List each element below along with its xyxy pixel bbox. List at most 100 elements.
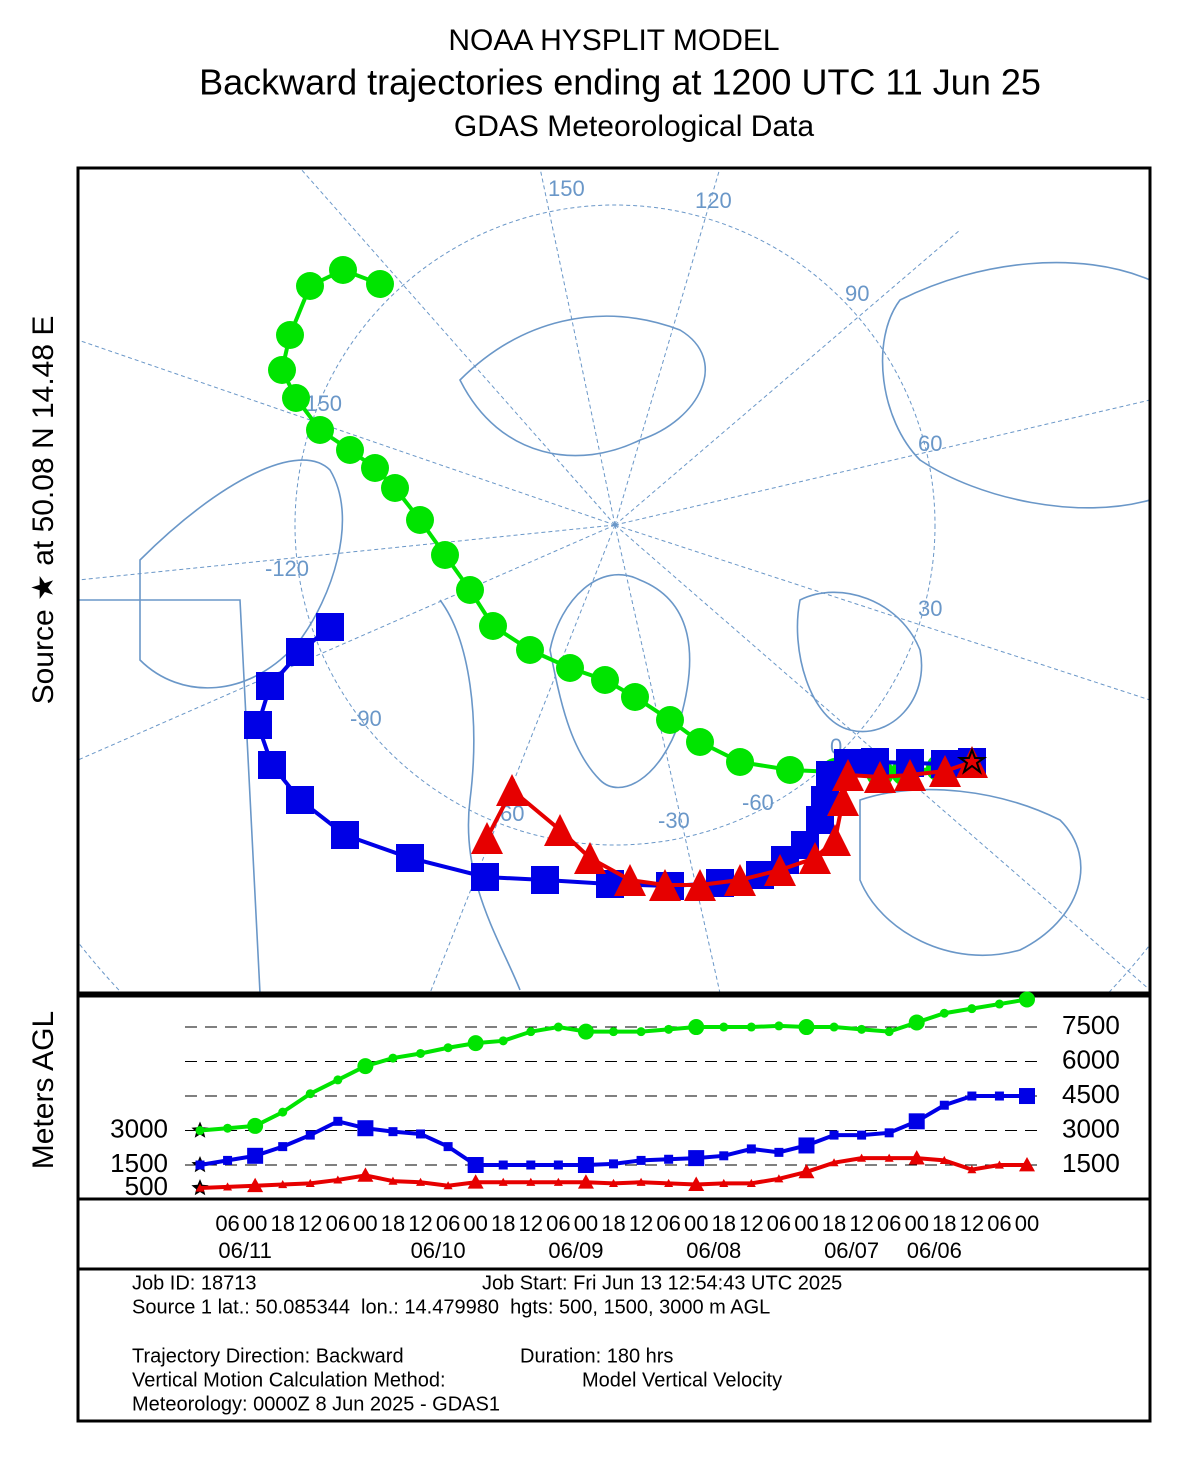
info-text: Duration: 180 hrs [520,1345,673,1367]
marker [553,1177,563,1186]
subtitle: Backward trajectories ending at 1200 UTC… [199,62,1041,103]
marker [247,1177,264,1193]
x-tick-label: 12 [629,1211,653,1236]
marker [223,1182,233,1191]
graticule [78,941,1150,993]
x-tick-label: 18 [712,1211,736,1236]
marker [247,1147,264,1164]
marker [467,1035,484,1052]
marker [577,1174,594,1189]
marker [664,1024,674,1034]
series-line [199,997,1028,1133]
x-tick-label: 06 [326,1211,350,1236]
marker [688,1150,705,1167]
y-tick-label: 4500 [1062,1079,1120,1109]
marker [553,1022,563,1032]
marker [884,1027,894,1037]
map-label: -30 [658,808,690,833]
marker [884,1153,894,1162]
x-tick-label: 12 [519,1211,543,1236]
y-tick-label: 1500 [110,1148,168,1178]
x-tick-label: 18 [381,1211,405,1236]
x-tick-label: 18 [601,1211,625,1236]
x-tick-label: 00 [1015,1211,1039,1236]
marker [609,1178,618,1188]
x-date-label: 06/07 [824,1238,879,1263]
x-tick-label: 00 [684,1211,708,1236]
info-text: Vertical Motion Calculation Method: [132,1369,446,1391]
info-text: Model Vertical Velocity [582,1369,782,1391]
marker [688,1176,705,1191]
x-date-label: 06/10 [411,1238,466,1263]
x-tick-label: 00 [353,1211,377,1236]
marker [798,1137,815,1154]
marker [774,1174,784,1183]
marker [333,1075,343,1085]
marker [664,1154,674,1164]
marker [636,1155,646,1165]
x-tick-label: 12 [739,1211,763,1236]
marker [774,1147,784,1157]
y-tick-label: 3000 [110,1113,168,1143]
info-text: Job Start: Fri Jun 13 12:54:43 UTC 2025 [482,1272,842,1294]
x-tick-label: 12 [849,1211,873,1236]
marker [719,1151,729,1161]
marker [1019,991,1035,1008]
info-text: Trajectory Direction: Backward [132,1345,404,1367]
y-axis-label: Meters AGL [27,1011,60,1169]
y-tick-label: 3000 [1062,1113,1120,1143]
map-label: 0 [830,734,842,759]
map-frame [76,166,1152,995]
marker [195,1126,205,1136]
map-label: 120 [695,188,732,213]
x-tick-label: 18 [932,1211,956,1236]
marker [388,1127,398,1137]
x-tick-label: 06 [656,1211,680,1236]
marker [994,999,1004,1009]
marker [719,1178,729,1188]
marker [526,1027,536,1037]
marker [746,1022,756,1032]
y-tick-label: 7500 [1062,1010,1120,1040]
marker [688,1019,705,1036]
trajectory [471,746,988,901]
marker [526,1160,536,1170]
marker [636,1177,646,1186]
marker [994,1091,1004,1101]
marker [195,1183,205,1192]
y-tick-label: 500 [125,1171,168,1201]
marker [857,1130,867,1140]
marker [223,1123,233,1133]
map-label: 60 [918,431,942,456]
marker [967,1004,977,1014]
x-tick-label: 00 [574,1211,598,1236]
marker [247,1117,264,1134]
x-tick-label: 00 [904,1211,928,1236]
y-tick-label: 1500 [1062,1148,1120,1178]
marker [746,1178,756,1188]
x-tick-label: 12 [408,1211,432,1236]
marker [443,1043,453,1053]
marker [467,1174,484,1189]
marker [278,1107,288,1117]
marker [829,1022,839,1032]
marker [719,1022,729,1032]
x-tick-label: 06 [546,1211,570,1236]
x-tick-label: 06 [215,1211,239,1236]
marker [884,1128,894,1138]
info-frame [76,1267,1152,1423]
marker [609,1027,618,1037]
x-tick-label: 18 [822,1211,846,1236]
map-label: 150 [548,176,585,201]
marker [443,1142,453,1152]
x-date-label: 06/09 [548,1238,603,1263]
map-label: -120 [265,556,309,581]
marker [195,1160,205,1170]
marker [357,1167,374,1182]
marker [798,1163,815,1179]
marker [333,1116,343,1126]
marker [857,1024,867,1034]
x-tick-label: 18 [491,1211,515,1236]
marker [636,1027,646,1037]
